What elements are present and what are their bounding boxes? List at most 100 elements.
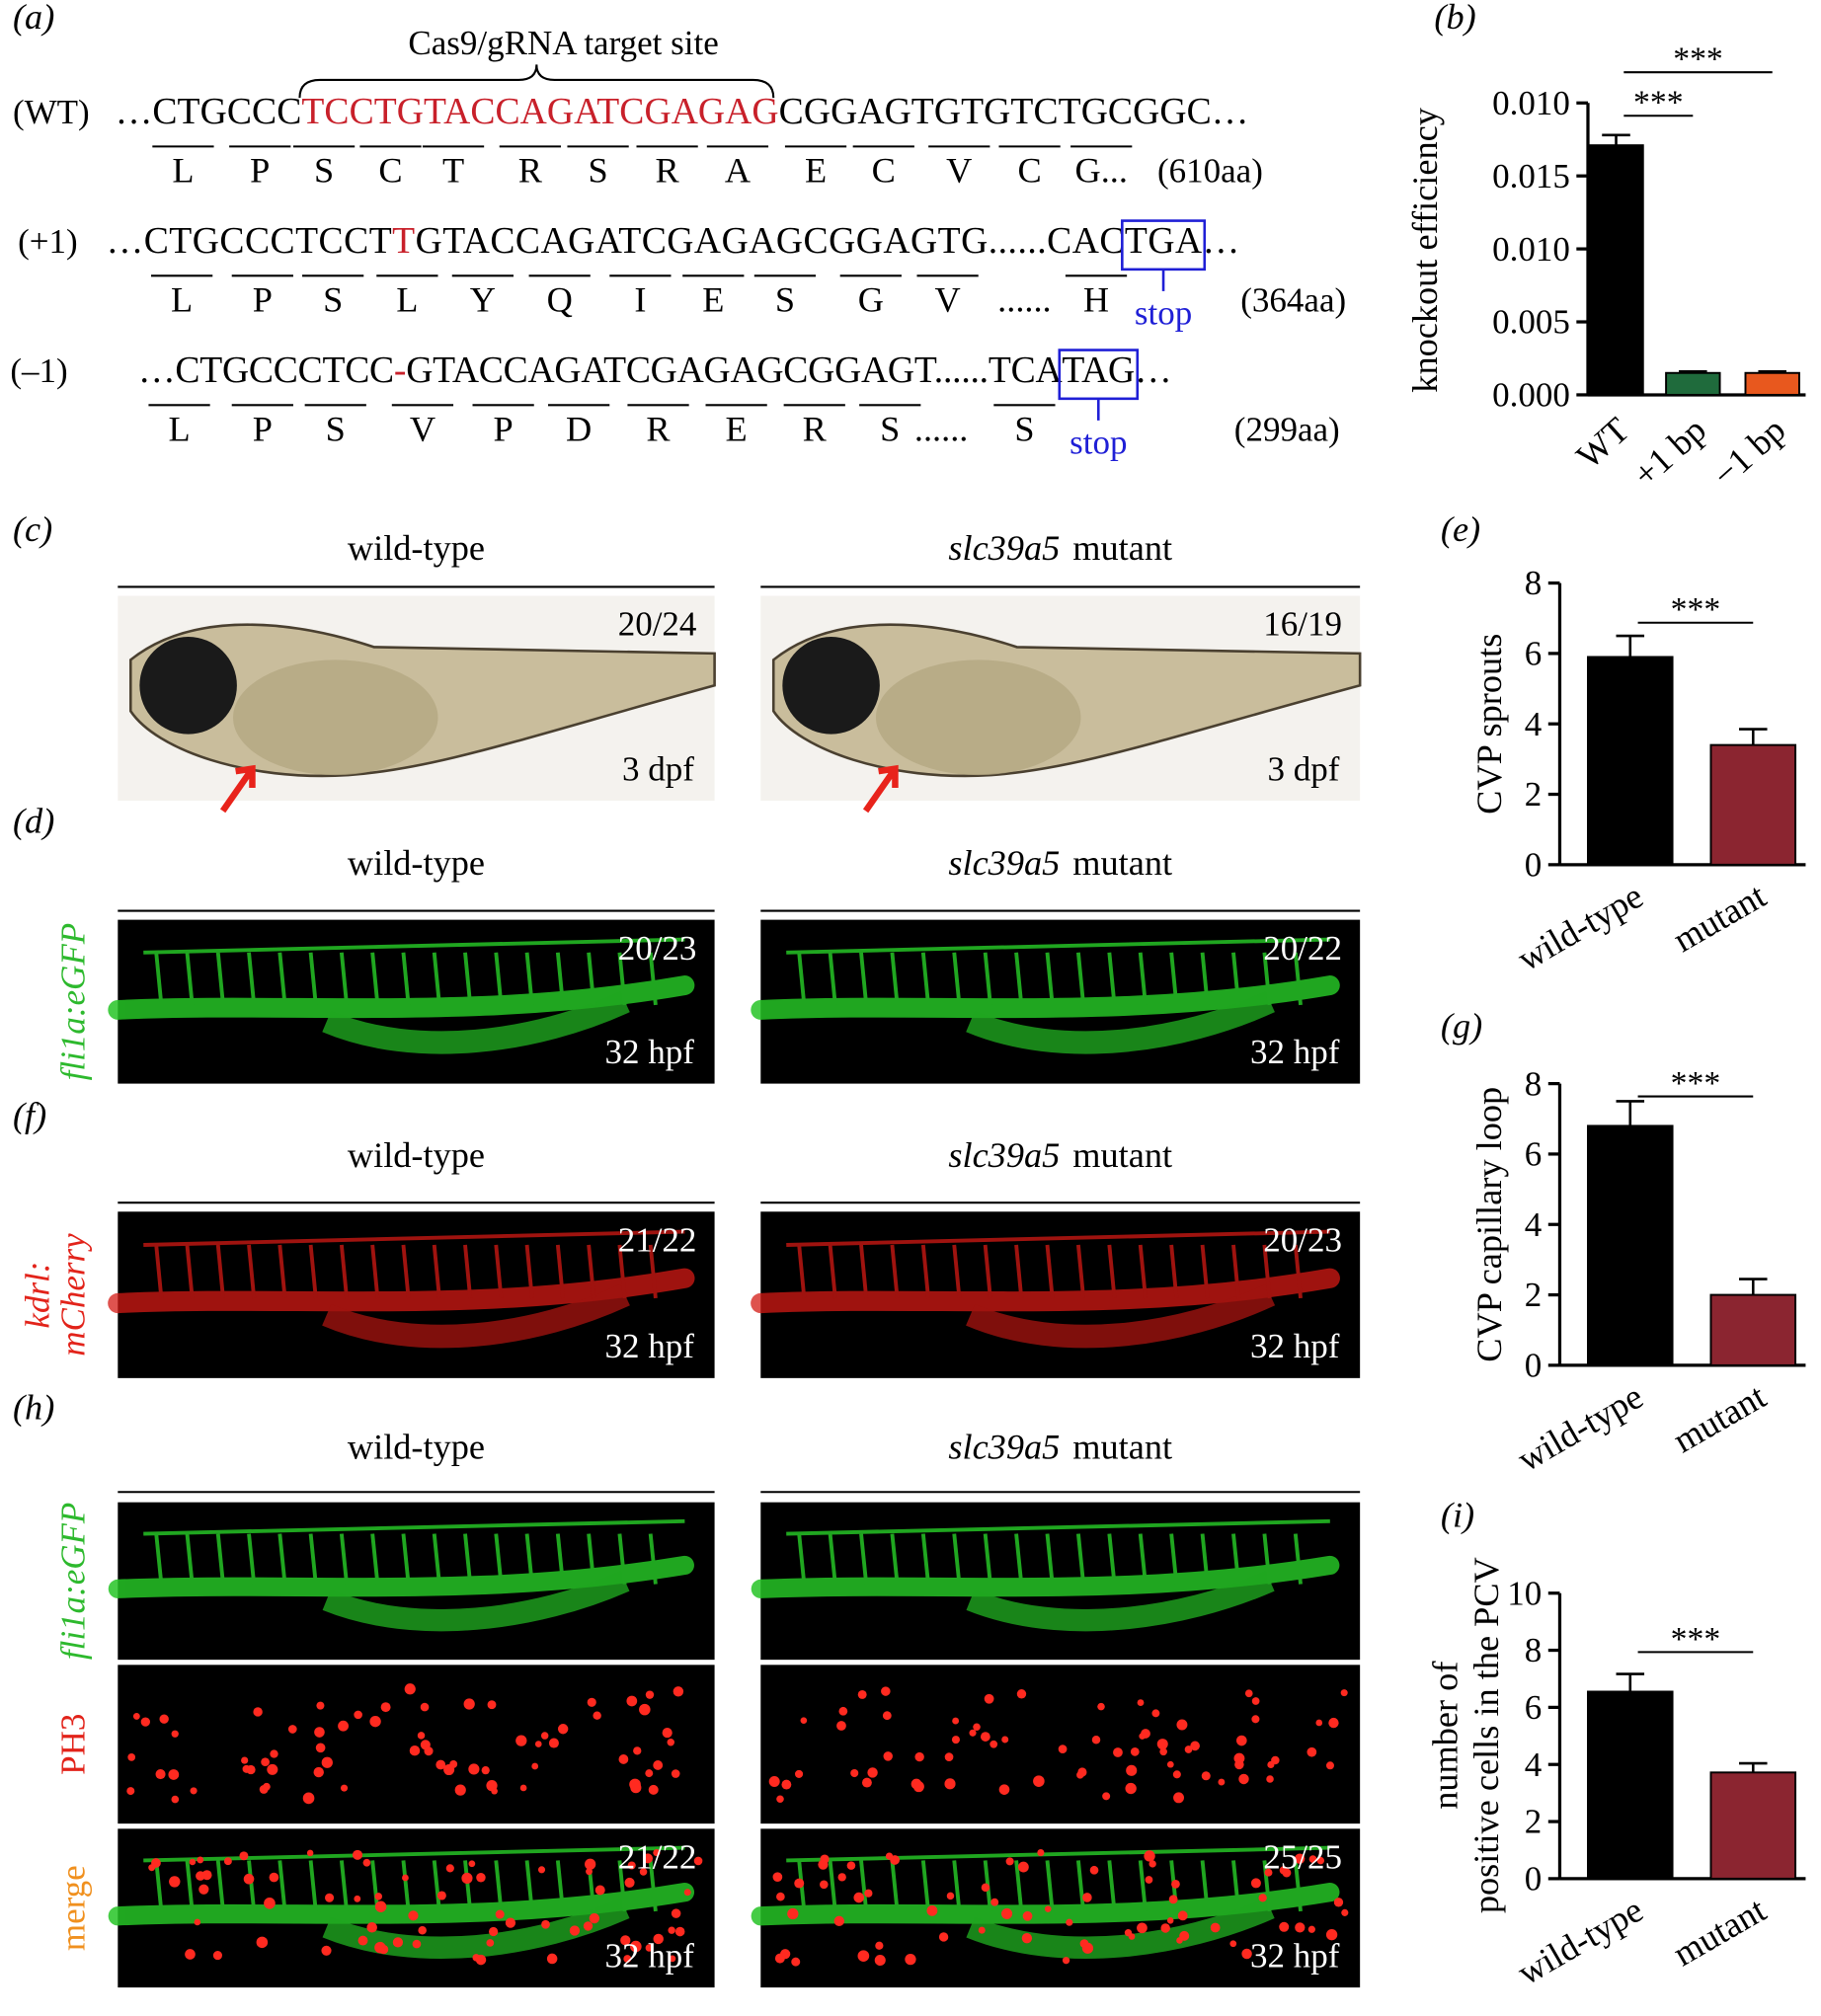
arrow [862, 764, 899, 814]
ph3-dot [1130, 1746, 1140, 1756]
dorsal-vessel [143, 937, 685, 955]
y-tick-label: 8 [1525, 1631, 1543, 1669]
ph3-dot [454, 1784, 466, 1796]
segmental-vessel [339, 952, 350, 1006]
segmental-vessel [648, 952, 658, 1006]
vessel-band [751, 1555, 1340, 1598]
segmental-vessel [524, 1533, 534, 1585]
y-tick-label: 0.000 [1492, 376, 1570, 415]
ph3-dot [316, 1701, 325, 1710]
segmental-vessel [1014, 1533, 1024, 1585]
ph3-dot [642, 1853, 654, 1864]
ph3-dot [1325, 1928, 1338, 1941]
panel-label: (g) [1441, 1006, 1482, 1046]
ph3-dot [1251, 1715, 1260, 1724]
ph3-dot [505, 1917, 516, 1928]
y-tick-label: 8 [1525, 1064, 1543, 1103]
y-tick-label: 8 [1525, 564, 1543, 602]
segmental-vessel [617, 1244, 627, 1299]
segmental-vessel [277, 1860, 287, 1912]
y-tick-label: 0 [1525, 1860, 1543, 1899]
column-title-text: wild-type [348, 528, 485, 568]
segmental-vessel [1138, 952, 1148, 1006]
sequence-segment: TCCTGTACCAGATCGAGAG [301, 91, 778, 132]
segmental-vessel [401, 1860, 411, 1912]
ph3-dot [534, 1741, 542, 1747]
ph3-dot [669, 1955, 676, 1963]
segmental-vessel [952, 1533, 962, 1585]
significance-label: *** [1671, 591, 1721, 628]
error-bar [1739, 728, 1768, 745]
bar [1709, 743, 1797, 866]
ph3-dot [1016, 1689, 1027, 1699]
y-tick-label: 6 [1525, 1688, 1543, 1727]
vessel-band [108, 975, 695, 1020]
segmental-vessel [247, 1533, 257, 1585]
residue: H [1083, 280, 1109, 320]
stop-label: stop [1135, 294, 1192, 333]
residue: V [934, 280, 960, 320]
ph3-dot [1177, 1910, 1188, 1921]
residue: S [1014, 410, 1034, 449]
ph3-dot [362, 1858, 371, 1867]
ph3-dot [1125, 1782, 1137, 1795]
bar [1709, 1771, 1797, 1880]
ph3-dot [791, 1957, 801, 1967]
stage: 32 hpf [604, 1327, 694, 1365]
ph3-dot [127, 1753, 136, 1761]
column-title-text: mutant [1072, 843, 1172, 883]
ph3-dot [185, 1949, 196, 1960]
x-tick-label: mutant [1667, 1890, 1773, 1974]
segmental-vessel [920, 1860, 930, 1912]
ph3-dot [905, 1953, 916, 1966]
segmental-vessel [247, 1860, 257, 1912]
segmental-vessel [1231, 1533, 1241, 1585]
x-tick-label: wild-type [1511, 1376, 1649, 1479]
dorsal-vessel [786, 1518, 1330, 1536]
segmental-vessel [1045, 952, 1055, 1006]
residue: ...... [914, 410, 968, 449]
segmental-vessel [983, 1244, 992, 1299]
annotation: Cas9/gRNA target site [408, 24, 718, 62]
segmental-vessel [1075, 1860, 1086, 1912]
ph3-dot [1066, 1918, 1073, 1926]
panel-label: (i) [1441, 1495, 1474, 1534]
ph3-dot [668, 1926, 675, 1934]
ph3-dot [883, 1751, 893, 1761]
column-title: wild-type [348, 1428, 485, 1467]
segmental-vessel [890, 1244, 900, 1299]
ph3-dot [557, 1724, 569, 1735]
residue: E [726, 410, 748, 449]
segmental-vessel [1107, 1244, 1117, 1299]
dorsal-vessel [143, 1845, 685, 1863]
ph3-dot [1124, 1929, 1133, 1937]
ph3-dot [1328, 1717, 1339, 1729]
ph3-dot [781, 1779, 792, 1790]
ph3-dot [321, 1945, 332, 1956]
ph3-dot [980, 1732, 990, 1742]
ph3-dot [585, 1858, 596, 1870]
ph3-dot [645, 1690, 655, 1699]
stage: 32 hpf [1250, 1033, 1340, 1071]
ph3-dot [645, 1769, 654, 1778]
segmental-vessel [215, 1860, 225, 1912]
ph3-dot [409, 1745, 421, 1756]
vessel-band [108, 1555, 694, 1598]
segmental-vessel [1169, 1533, 1179, 1585]
ph3-dot [594, 1885, 605, 1896]
x-tick-label: wild-type [1511, 876, 1649, 978]
residue: T [442, 151, 464, 191]
segmental-vessel [432, 1244, 441, 1299]
protein-length: (610aa) [1157, 152, 1263, 191]
column-title-text: mutant [1072, 528, 1172, 568]
ph3-dot [973, 1723, 981, 1732]
segmental-vessel [154, 1533, 164, 1585]
ph3-dot [1062, 1957, 1070, 1965]
ph3-dot [853, 1892, 865, 1903]
x-tick-label: mutant [1667, 876, 1773, 960]
column-title: slc39a5 mutant [948, 528, 1172, 568]
ph3-dot [223, 1857, 232, 1866]
ph3-dot [1159, 1747, 1167, 1756]
ph3-dot [867, 1767, 878, 1778]
segmental-vessel [524, 1244, 534, 1299]
